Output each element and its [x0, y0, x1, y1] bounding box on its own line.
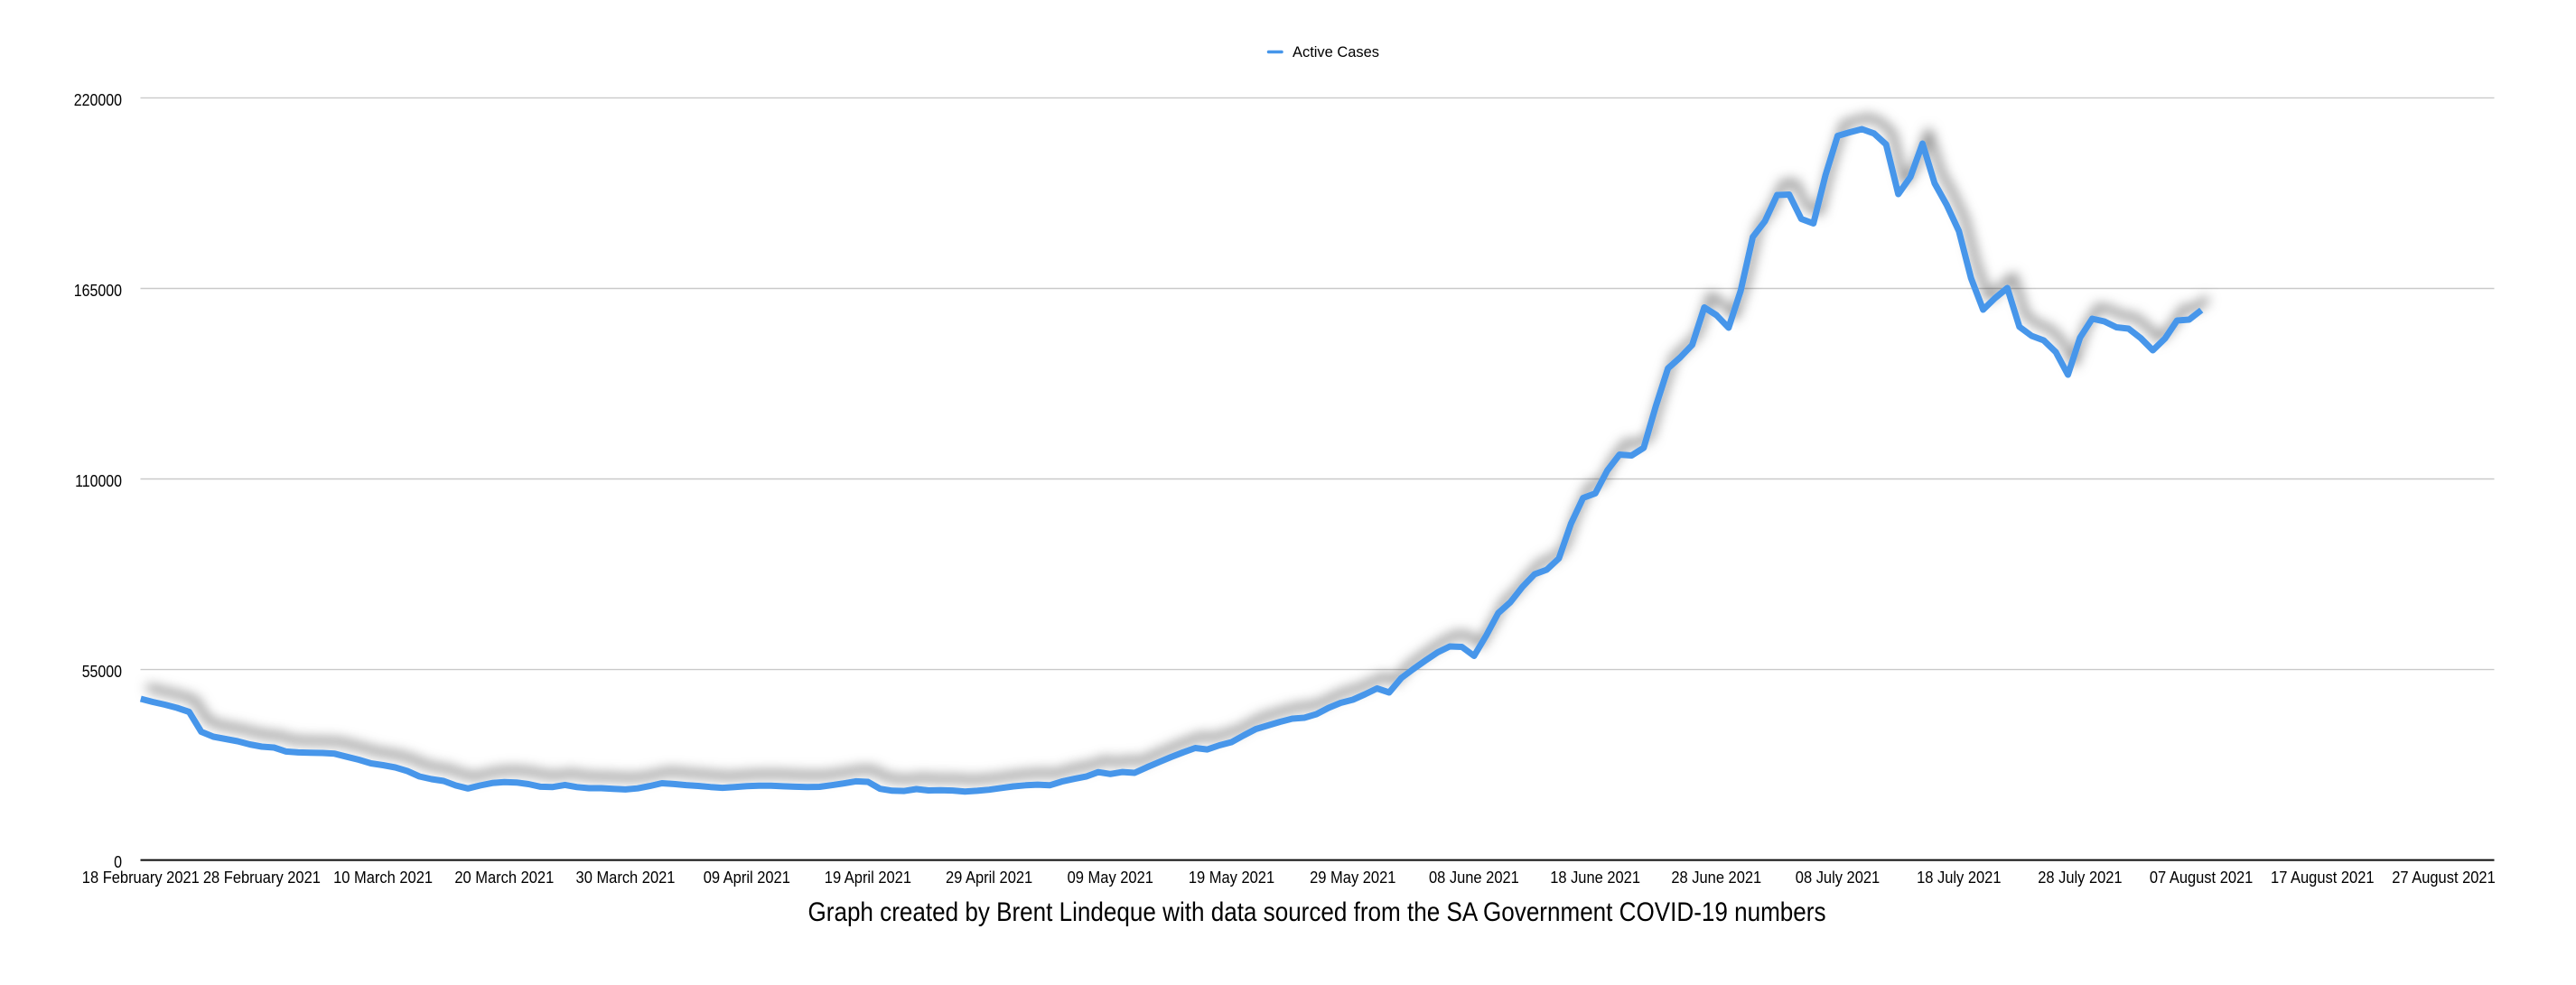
svg-text:08 July 2021: 08 July 2021	[1796, 869, 1880, 887]
svg-text:29 May 2021: 29 May 2021	[1310, 869, 1395, 887]
svg-text:09 May 2021: 09 May 2021	[1068, 869, 1153, 887]
svg-text:08 June 2021: 08 June 2021	[1429, 869, 1519, 887]
svg-text:18 June 2021: 18 June 2021	[1550, 869, 1640, 887]
svg-text:27 August 2021: 27 August 2021	[2392, 869, 2496, 887]
svg-text:Active Cases: Active Cases	[1293, 43, 1379, 60]
svg-text:07 August 2021: 07 August 2021	[2150, 869, 2254, 887]
svg-text:20 March 2021: 20 March 2021	[454, 869, 554, 887]
svg-text:18 July 2021: 18 July 2021	[1917, 869, 2001, 887]
svg-text:29 April 2021: 29 April 2021	[946, 869, 1032, 887]
svg-text:0: 0	[114, 853, 122, 871]
svg-text:28 June 2021: 28 June 2021	[1671, 869, 1761, 887]
svg-text:Graph created by Brent Lindequ: Graph created by Brent Lindeque with dat…	[808, 897, 1826, 927]
svg-text:10 March 2021: 10 March 2021	[333, 869, 433, 887]
svg-text:09 April 2021: 09 April 2021	[704, 869, 790, 887]
svg-text:28 July 2021: 28 July 2021	[2038, 869, 2122, 887]
svg-text:110000: 110000	[75, 472, 122, 490]
svg-text:18 February 2021: 18 February 2021	[82, 869, 200, 887]
svg-text:165000: 165000	[74, 282, 122, 300]
svg-text:17 August 2021: 17 August 2021	[2271, 869, 2375, 887]
svg-text:19 April 2021: 19 April 2021	[825, 869, 911, 887]
svg-text:28 February 2021: 28 February 2021	[203, 869, 321, 887]
svg-text:19 May 2021: 19 May 2021	[1189, 869, 1274, 887]
svg-text:30 March 2021: 30 March 2021	[576, 869, 676, 887]
svg-text:55000: 55000	[82, 663, 122, 681]
svg-text:220000: 220000	[74, 91, 122, 109]
